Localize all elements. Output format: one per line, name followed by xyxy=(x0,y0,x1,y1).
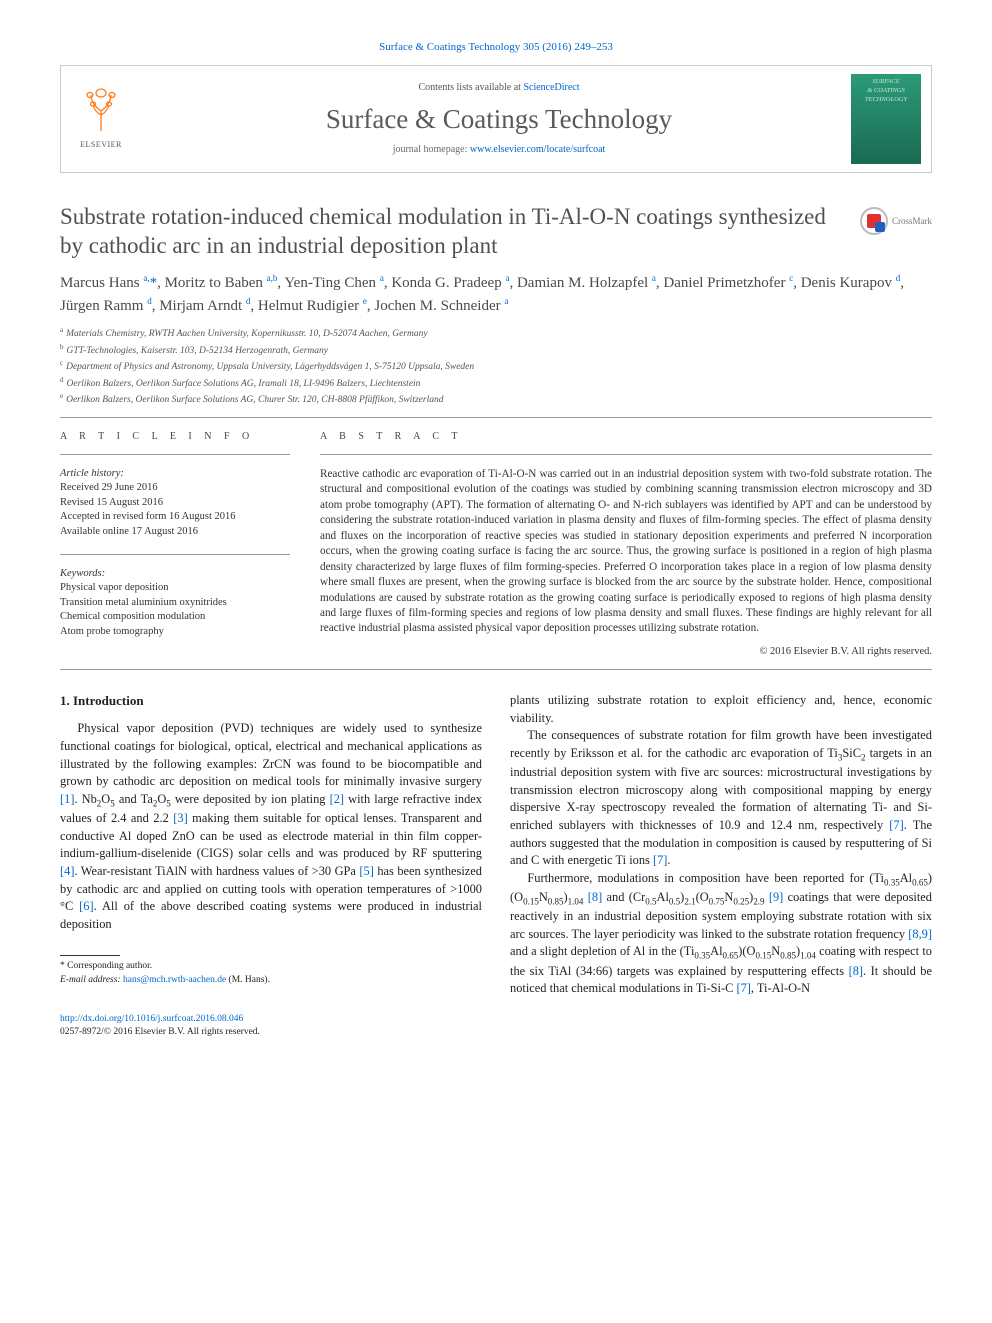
article-title: Substrate rotation-induced chemical modu… xyxy=(60,203,932,261)
affiliation-row: bGTT-Technologies, Kaiserstr. 103, D-521… xyxy=(60,342,932,358)
article-head: Substrate rotation-induced chemical modu… xyxy=(60,203,932,261)
elsevier-tree-icon xyxy=(81,87,121,140)
divider xyxy=(60,554,290,555)
issn-line: 0257-8972/© 2016 Elsevier B.V. All right… xyxy=(60,1027,260,1037)
affiliation-row: eOerlikon Balzers, Oerlikon Surface Solu… xyxy=(60,391,932,407)
cover-thumbnail: SURFACE & COATINGS TECHNOLOGY xyxy=(851,74,921,164)
article-info: A R T I C L E I N F O Article history: R… xyxy=(60,430,290,659)
keywords-head: Keywords: xyxy=(60,567,290,581)
email-link[interactable]: hans@mch.rwth-aachen.de xyxy=(123,975,226,985)
journal-name: Surface & Coatings Technology xyxy=(147,101,851,137)
keywords-lines: Physical vapor deposition Transition met… xyxy=(60,581,290,640)
footnote: * Corresponding author. E-mail address: … xyxy=(60,960,482,987)
abstract-block: A B S T R A C T Reactive cathodic arc ev… xyxy=(320,430,932,659)
crossmark-label: CrossMark xyxy=(892,215,932,227)
abstract-text: Reactive cathodic arc evaporation of Ti-… xyxy=(320,467,932,637)
history-line: Accepted in revised form 16 August 2016 xyxy=(60,510,290,525)
divider xyxy=(60,454,290,455)
journal-ref: Surface & Coatings Technology 305 (2016)… xyxy=(60,40,932,55)
affiliation-row: dOerlikon Balzers, Oerlikon Surface Solu… xyxy=(60,375,932,391)
keyword: Transition metal aluminium oxynitrides xyxy=(60,596,290,611)
elsevier-logo: ELSEVIER xyxy=(71,84,131,154)
doi-block: http://dx.doi.org/10.1016/j.surfcoat.201… xyxy=(60,1013,482,1040)
crossmark-badge[interactable]: CrossMark xyxy=(860,207,932,235)
elsevier-label: ELSEVIER xyxy=(80,140,122,151)
affiliation-row: aMaterials Chemistry, RWTH Aachen Univer… xyxy=(60,325,932,341)
keyword: Atom probe tomography xyxy=(60,625,290,640)
history-line: Revised 15 August 2016 xyxy=(60,496,290,511)
divider xyxy=(60,669,932,670)
body-col-left: 1. Introduction Physical vapor depositio… xyxy=(60,692,482,1040)
homepage-link[interactable]: www.elsevier.com/locate/surfcoat xyxy=(470,144,605,155)
meta-block: A R T I C L E I N F O Article history: R… xyxy=(60,430,932,659)
doi-link[interactable]: http://dx.doi.org/10.1016/j.surfcoat.201… xyxy=(60,1014,243,1024)
abstract-label: A B S T R A C T xyxy=(320,430,932,444)
email-line: E-mail address: hans@mch.rwth-aachen.de … xyxy=(60,974,482,987)
history-line: Received 29 June 2016 xyxy=(60,481,290,496)
info-label: A R T I C L E I N F O xyxy=(60,430,290,444)
header-center: Contents lists available at ScienceDirec… xyxy=(147,81,851,156)
sciencedirect-link[interactable]: ScienceDirect xyxy=(523,82,579,93)
journal-header: ELSEVIER Contents lists available at Sci… xyxy=(60,65,932,173)
body-para: Furthermore, modulations in composition … xyxy=(510,870,932,998)
journal-homepage: journal homepage: www.elsevier.com/locat… xyxy=(147,143,851,157)
affiliation-row: cDepartment of Physics and Astronomy, Up… xyxy=(60,358,932,374)
body-col-right: plants utilizing substrate rotation to e… xyxy=(510,692,932,1040)
crossmark-icon xyxy=(860,207,888,235)
body-para: plants utilizing substrate rotation to e… xyxy=(510,692,932,727)
history-lines: Received 29 June 2016 Revised 15 August … xyxy=(60,481,290,540)
keyword: Physical vapor deposition xyxy=(60,581,290,596)
section-heading: 1. Introduction xyxy=(60,692,482,710)
body-para: Physical vapor deposition (PVD) techniqu… xyxy=(60,720,482,933)
divider xyxy=(60,417,932,418)
journal-ref-link[interactable]: Surface & Coatings Technology 305 (2016)… xyxy=(379,41,613,53)
divider xyxy=(320,454,932,455)
history-line: Available online 17 August 2016 xyxy=(60,525,290,540)
body-para: The consequences of substrate rotation f… xyxy=(510,727,932,870)
footnote-divider xyxy=(60,955,120,956)
main-body: 1. Introduction Physical vapor depositio… xyxy=(60,692,932,1040)
authors: Marcus Hans a,*, Moritz to Baben a,b, Ye… xyxy=(60,272,932,317)
corresponding-author: * Corresponding author. xyxy=(60,960,482,973)
keyword: Chemical composition modulation xyxy=(60,610,290,625)
copyright: © 2016 Elsevier B.V. All rights reserved… xyxy=(320,645,932,659)
affiliations: aMaterials Chemistry, RWTH Aachen Univer… xyxy=(60,325,932,407)
contents-line: Contents lists available at ScienceDirec… xyxy=(147,81,851,95)
history-head: Article history: xyxy=(60,467,290,481)
